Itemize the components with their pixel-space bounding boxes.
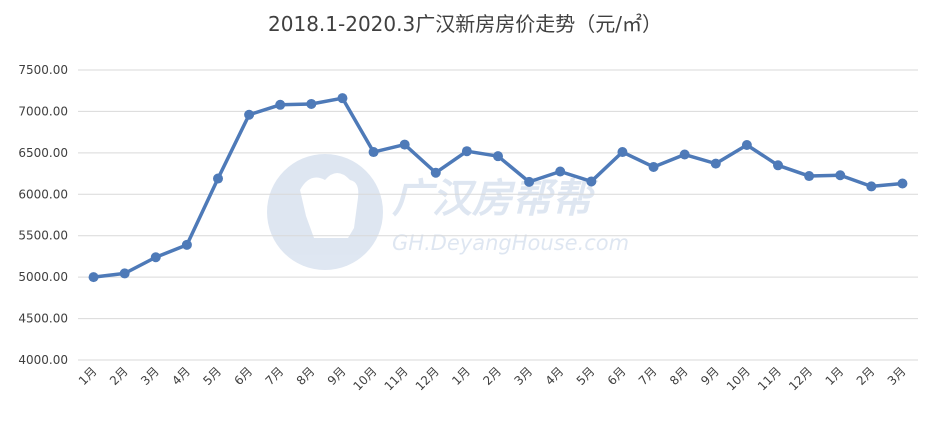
data-point	[119, 268, 130, 279]
data-point	[648, 161, 659, 172]
x-tick-label: 9月	[325, 364, 349, 388]
y-axis: 4000.00 4500.00 5000.00 5500.00 6000.00 6500.…	[18, 63, 68, 367]
x-tick-label: 11月	[382, 364, 411, 393]
data-point	[88, 272, 99, 283]
data-point	[493, 151, 503, 162]
chart-title: 2018.1-2020.3广汉新房房价走势（元/㎡）	[268, 12, 662, 36]
x-tick-label: 3月	[138, 364, 162, 388]
y-tick-label: 6000.00	[18, 187, 68, 201]
x-tick-label: 8月	[294, 364, 318, 388]
x-tick-label: 12月	[786, 364, 815, 393]
x-tick-label: 2月	[854, 364, 878, 388]
data-point	[710, 158, 721, 169]
data-point	[430, 167, 441, 178]
x-tick-label: 6月	[231, 364, 255, 388]
data-point	[306, 98, 317, 109]
x-tick-label: 3月	[885, 364, 909, 388]
x-tick-label: 7月	[636, 364, 660, 388]
data-point	[835, 170, 846, 181]
data-point	[617, 147, 628, 158]
x-tick-label: 1月	[76, 364, 100, 388]
x-tick-label: 5月	[200, 364, 224, 388]
x-tick-label: 6月	[605, 364, 629, 388]
x-tick-label: 4月	[543, 364, 567, 388]
gridlines	[78, 69, 918, 361]
data-point	[524, 176, 535, 187]
data-point	[368, 147, 379, 158]
x-tick-label: 9月	[698, 364, 722, 388]
data-point	[461, 146, 472, 157]
series-points	[88, 93, 908, 283]
data-point	[804, 171, 815, 182]
data-point	[181, 239, 192, 250]
x-tick-label: 1月	[823, 364, 847, 388]
data-point	[213, 173, 223, 184]
y-tick-label: 7000.00	[18, 104, 68, 118]
y-tick-label: 5500.00	[18, 229, 68, 243]
y-tick-label: 4500.00	[18, 312, 68, 326]
x-tick-label: 10月	[350, 364, 379, 393]
x-tick-label: 2月	[480, 364, 504, 388]
x-tick-label: 5月	[574, 364, 598, 388]
x-tick-label: 12月	[413, 364, 442, 393]
x-tick-label: 4月	[169, 364, 193, 388]
data-point	[244, 109, 255, 120]
data-point	[897, 178, 908, 189]
x-tick-label: 10月	[724, 364, 753, 393]
data-point	[866, 181, 877, 192]
x-tick-label: 2月	[107, 364, 131, 388]
y-tick-label: 5000.00	[18, 270, 68, 284]
y-tick-label: 6500.00	[18, 146, 68, 160]
x-tick-label: 8月	[667, 364, 691, 388]
data-point	[555, 166, 566, 177]
y-tick-label: 4000.00	[18, 353, 68, 367]
data-point	[773, 160, 783, 171]
x-tick-label: 7月	[263, 364, 287, 388]
data-point	[275, 99, 286, 110]
watermark-logo-icon	[267, 154, 383, 270]
watermark-name: 广汉房帮帮	[392, 176, 599, 222]
data-point	[741, 139, 752, 150]
data-point	[150, 252, 161, 263]
fist-icon	[300, 173, 359, 238]
x-tick-label: 11月	[755, 364, 784, 393]
data-point	[586, 176, 597, 187]
data-point	[399, 139, 410, 150]
data-point	[679, 149, 690, 160]
watermark-url: GH.DeyangHouse.com	[392, 231, 629, 255]
x-tick-label: 1月	[449, 364, 473, 388]
x-tick-label: 3月	[511, 364, 535, 388]
data-point	[337, 93, 348, 104]
watermark: 广汉房帮帮 GH.DeyangHouse.com	[267, 154, 629, 270]
y-tick-label: 7500.00	[18, 63, 68, 77]
x-axis: 1月 2月 3月 4月 5月 6月 7月 8月 9月 10月 11月 12月 1月 2月 3月 4月 5月 6月 7…	[76, 364, 909, 393]
